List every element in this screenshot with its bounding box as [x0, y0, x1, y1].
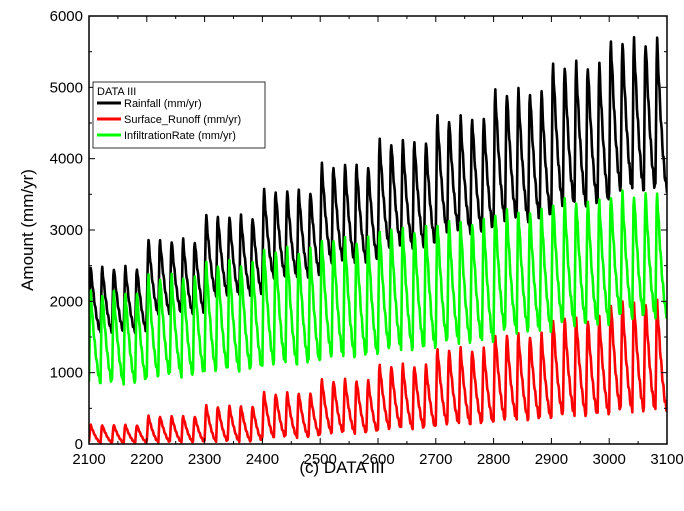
y-tick-label: 5000 [50, 79, 83, 96]
x-tick-label: 2500 [304, 451, 337, 468]
y-tick-label: 2000 [50, 293, 83, 310]
series-layer [89, 35, 667, 444]
legend-box [92, 81, 266, 149]
x-tick-label: 3000 [593, 451, 626, 468]
x-axis: 2100 2200 2300 2400 2500 2600 2700 2800 2900 3000… [72, 16, 684, 468]
legend-label-rainfall: Rainfall (mm/yr) [124, 98, 202, 110]
series-line-infiltrationrate [89, 189, 667, 386]
x-tick-label: 2600 [361, 451, 394, 468]
legend: DATA III Rainfall (mm/yr) Surface_Runoff … [92, 81, 266, 149]
x-tick-label: 3100 [650, 451, 683, 468]
y-axis: 0 1000 2000 3000 4000 5000 6000 [50, 8, 667, 453]
x-tick-label: 2700 [419, 451, 452, 468]
legend-label-infiltrationrate: InfiltrationRate (mm/yr) [124, 130, 236, 142]
y-tick-label: 1000 [50, 365, 83, 382]
y-tick-label: 6000 [50, 8, 83, 25]
y-tick-label: 3000 [50, 222, 83, 239]
legend-label-surface-runoff: Surface_Runoff (mm/yr) [124, 114, 241, 126]
x-tick-label: 2800 [477, 451, 510, 468]
x-tick-label: 2100 [72, 451, 105, 468]
x-tick-label: 2300 [188, 451, 221, 468]
x-tick-label: 2900 [535, 451, 568, 468]
series-line-surface-runoff [89, 298, 667, 444]
legend-title: DATA III [97, 86, 136, 98]
x-tick-label: 2400 [246, 451, 279, 468]
x-tick-label: 2200 [130, 451, 163, 468]
figure-caption: (c) DATA III [299, 458, 385, 477]
y-tick-label: 0 [75, 436, 83, 453]
y-tick-label: 4000 [50, 151, 83, 168]
y-axis-label: Amount (mm/yr) [18, 169, 37, 291]
